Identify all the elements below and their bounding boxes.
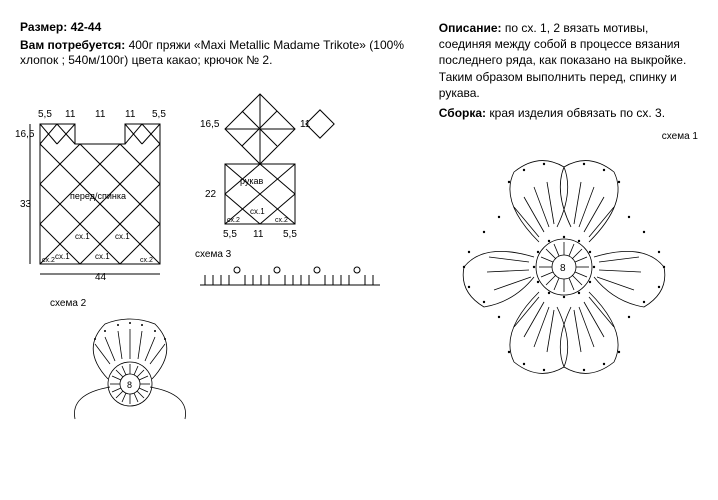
materials-label: Вам потребуется: (20, 38, 125, 52)
schema1-diagram: схема 1 (439, 131, 698, 392)
schema1-label: схема 1 (439, 131, 698, 142)
svg-text:сх.1: сх.1 (55, 252, 70, 261)
size-value: 42-44 (71, 20, 102, 34)
svg-text:8: 8 (127, 380, 132, 390)
description-text: Описание: по сх. 1, 2 вязать мотивы, сое… (439, 20, 698, 121)
svg-text:сх.2: сх.2 (275, 217, 288, 224)
svg-text:сх.1: сх.1 (115, 232, 130, 241)
svg-text:сх.1: сх.1 (75, 232, 90, 241)
svg-text:8: 8 (560, 263, 566, 274)
dim-body-height: 33 (20, 199, 31, 210)
garment-front-diagram: перед/спинка сх.1 сх.1 сх.1 сх.1 сх.2 сх… (20, 84, 180, 293)
header-text: Размер: 42-44 Вам потребуется: 400г пряж… (20, 20, 419, 69)
assembly-text: края изделия обвязать по сх. 3. (489, 106, 665, 120)
schema3-diagram: схема 3 (195, 249, 385, 293)
dim-width: 44 (95, 272, 106, 283)
schema3-label: схема 3 (195, 249, 385, 260)
svg-text:сх.2: сх.2 (140, 257, 153, 264)
garment-sleeve-diagram: рукав сх.1 сх.2 сх.2 16,5 22 11 5,5 11 5… (195, 84, 385, 244)
svg-text:сх.1: сх.1 (250, 207, 265, 216)
svg-text:сх.2: сх.2 (42, 257, 55, 264)
svg-text:рукав: рукав (240, 176, 264, 186)
sleeve-column: рукав сх.1 сх.2 сх.2 16,5 22 11 5,5 11 5… (195, 84, 385, 293)
front-label: перед/спинка (70, 191, 126, 201)
svg-text:сх.1: сх.1 (95, 252, 110, 261)
svg-text:сх.2: сх.2 (227, 217, 240, 224)
schema2-diagram: схема 2 (50, 298, 419, 424)
schema2-label: схема 2 (50, 298, 419, 309)
dim-neck-height: 16,5 (15, 129, 34, 140)
size-label: Размер: (20, 20, 67, 34)
desc-label: Описание: (439, 21, 502, 35)
assembly-label: Сборка: (439, 106, 486, 120)
